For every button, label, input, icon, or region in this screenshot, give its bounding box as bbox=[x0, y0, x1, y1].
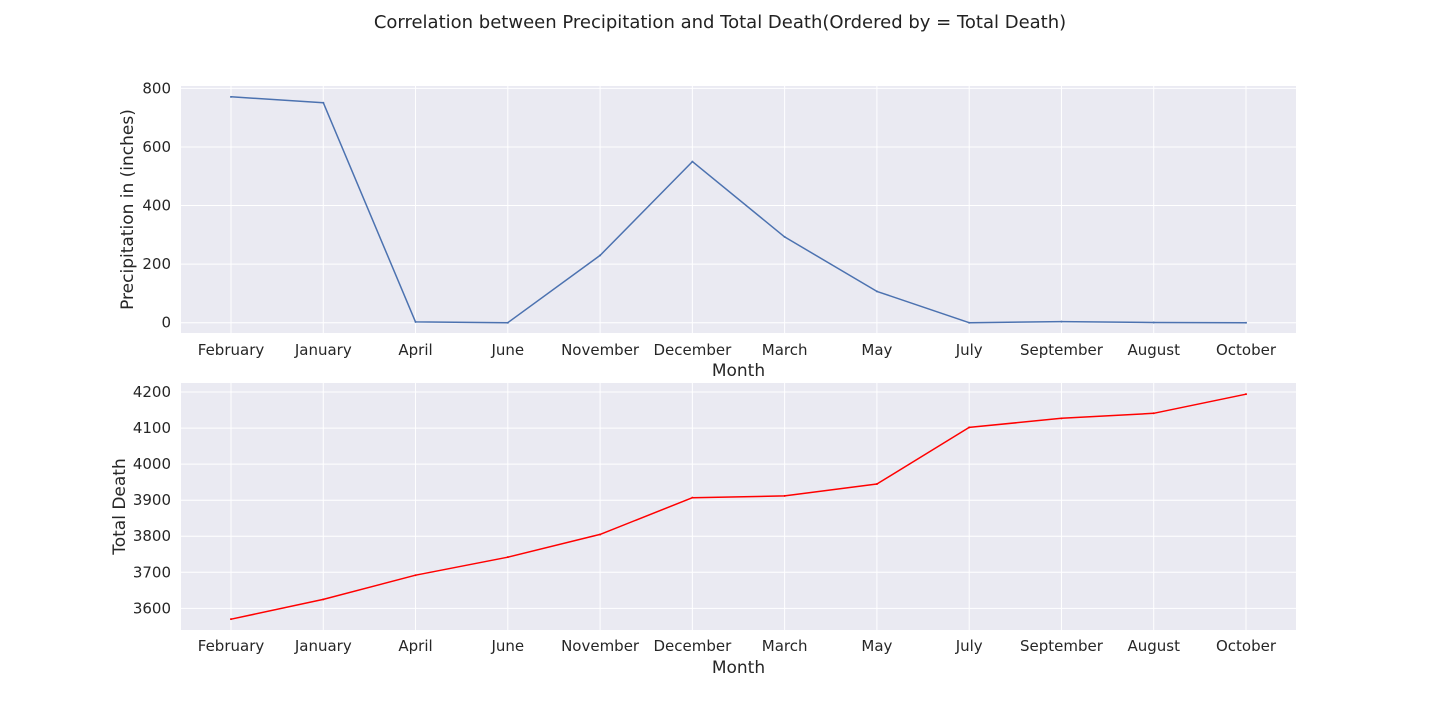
data-point bbox=[1152, 412, 1155, 415]
series-precipitation bbox=[230, 95, 1247, 324]
y-tick-label: 4100 bbox=[133, 419, 171, 437]
x-tick-label: September bbox=[1020, 637, 1104, 655]
x-tick-label: May bbox=[861, 341, 892, 359]
data-point bbox=[875, 290, 878, 293]
data-point bbox=[1060, 320, 1063, 323]
x-tick-label: October bbox=[1216, 341, 1277, 359]
y-ticks-total-death: 3600 3700 3800 3900 4000 4100 4200 bbox=[133, 383, 171, 617]
x-tick-label: May bbox=[861, 637, 892, 655]
series-total-death bbox=[230, 393, 1247, 621]
data-point bbox=[506, 556, 509, 559]
data-point bbox=[783, 494, 786, 497]
x-tick-label: July bbox=[955, 637, 983, 655]
x-tick-label: January bbox=[294, 637, 352, 655]
plot-area-total-death bbox=[181, 383, 1296, 630]
y-tick-label: 3800 bbox=[133, 527, 171, 545]
data-point bbox=[599, 533, 602, 536]
x-tick-label: March bbox=[762, 637, 808, 655]
y-tick-label: 0 bbox=[161, 314, 171, 332]
data-point bbox=[414, 320, 417, 323]
data-point bbox=[691, 160, 694, 163]
y-tick-label: 3900 bbox=[133, 491, 171, 509]
data-point bbox=[230, 95, 232, 98]
series-line-precipitation bbox=[230, 96, 1247, 324]
data-point bbox=[691, 496, 694, 499]
series-line-total-death bbox=[230, 393, 1247, 620]
x-tick-label: January bbox=[294, 341, 352, 359]
y-tick-label: 200 bbox=[142, 255, 171, 273]
y-tick-label: 600 bbox=[142, 138, 171, 156]
x-tick-label: February bbox=[198, 341, 265, 359]
y-ticks-precipitation: 0 200 400 600 800 bbox=[142, 79, 171, 331]
x-tick-label: September bbox=[1020, 341, 1104, 359]
total-death-chart: 3600 3700 3800 3900 4000 4100 4200 February Jan… bbox=[110, 383, 1296, 678]
x-tick-label: December bbox=[653, 341, 732, 359]
data-point bbox=[783, 235, 786, 238]
plot-area-precipitation bbox=[181, 86, 1296, 333]
y-tick-label: 800 bbox=[142, 79, 171, 97]
x-axis-label-total-death: Month bbox=[712, 658, 765, 678]
data-point bbox=[599, 254, 602, 257]
data-point bbox=[1060, 417, 1063, 420]
data-point bbox=[322, 101, 325, 104]
x-ticks-precipitation: February January April June November December… bbox=[198, 341, 1277, 359]
data-point bbox=[968, 426, 971, 429]
data-point bbox=[230, 618, 232, 621]
data-point bbox=[1245, 321, 1247, 324]
x-tick-label: November bbox=[561, 637, 640, 655]
y-tick-label: 400 bbox=[142, 197, 171, 215]
x-tick-label: June bbox=[490, 341, 524, 359]
y-axis-label-total-death: Total Death bbox=[110, 458, 130, 556]
x-tick-label: April bbox=[398, 637, 432, 655]
x-tick-label: November bbox=[561, 341, 640, 359]
x-tick-label: July bbox=[955, 341, 983, 359]
y-tick-label: 4200 bbox=[133, 383, 171, 401]
x-tick-label: June bbox=[490, 637, 524, 655]
x-tick-label: February bbox=[198, 637, 265, 655]
figure-title: Correlation between Precipitation and To… bbox=[374, 12, 1066, 33]
data-point bbox=[1245, 393, 1247, 396]
gridlines-total-death bbox=[181, 383, 1296, 630]
data-point bbox=[968, 321, 971, 324]
precipitation-chart: 0 200 400 600 800 February January April June No… bbox=[118, 79, 1296, 381]
x-tick-label: October bbox=[1216, 637, 1277, 655]
x-tick-label: December bbox=[653, 637, 732, 655]
x-tick-label: August bbox=[1127, 341, 1180, 359]
y-tick-label: 3600 bbox=[133, 599, 171, 617]
data-point bbox=[414, 574, 417, 577]
data-point bbox=[875, 482, 878, 485]
x-tick-label: August bbox=[1127, 637, 1180, 655]
x-axis-label-precipitation: Month bbox=[712, 361, 765, 381]
y-tick-label: 4000 bbox=[133, 455, 171, 473]
y-tick-label: 3700 bbox=[133, 563, 171, 581]
data-point bbox=[322, 598, 325, 601]
x-tick-label: March bbox=[762, 341, 808, 359]
y-axis-label-precipitation: Precipitation in (inches) bbox=[118, 109, 138, 310]
data-point bbox=[506, 321, 509, 324]
x-tick-label: April bbox=[398, 341, 432, 359]
x-ticks-total-death: February January April June November December… bbox=[198, 637, 1277, 655]
data-point bbox=[1152, 321, 1155, 324]
